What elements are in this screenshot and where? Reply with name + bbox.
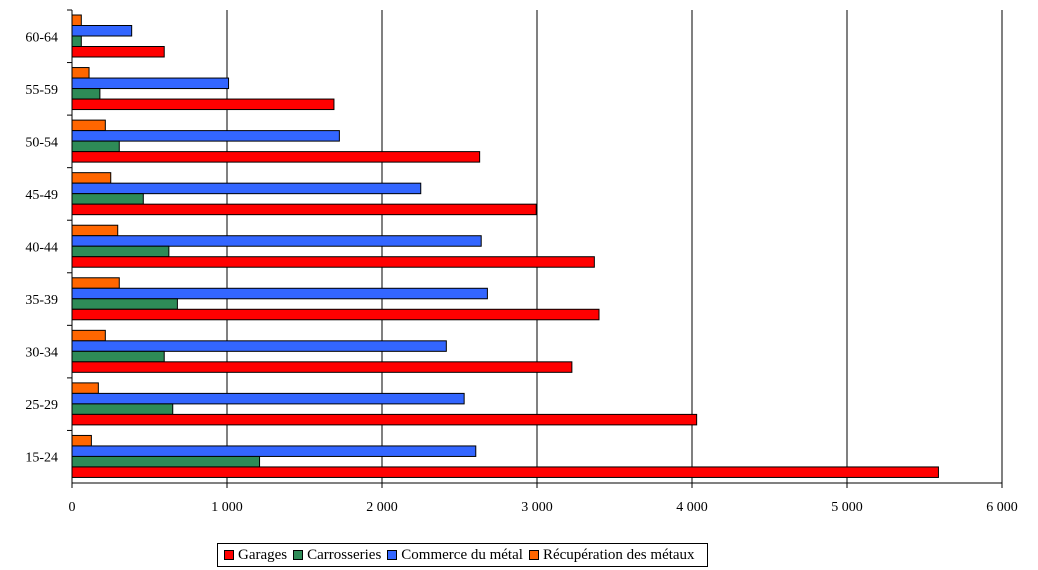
legend-item-recuperation-des-metaux: Récupération des métaux — [528, 546, 695, 564]
bar-carrosseries-35-39 — [71, 298, 178, 310]
bar-recuperation-des-metaux-35-39 — [71, 277, 120, 289]
legend-swatch-recuperation-des-metaux — [528, 550, 539, 560]
bar-garages-55-59 — [71, 98, 335, 111]
bar-recuperation-des-metaux-60-64 — [71, 14, 82, 26]
bar-garages-35-39 — [71, 308, 600, 321]
bar-carrosseries-15-24 — [71, 455, 261, 468]
bar-carrosseries-45-49 — [71, 193, 144, 205]
legend-swatch-garages — [224, 550, 234, 560]
bar-carrosseries-55-59 — [71, 88, 101, 100]
bar-garages-60-64 — [71, 46, 165, 58]
y-tick-label: 45-49 — [25, 188, 58, 203]
bar-commerce-du-metal-45-49 — [71, 182, 422, 195]
bar-commerce-du-metal-55-59 — [71, 77, 230, 90]
bar-recuperation-des-metaux-50-54 — [71, 119, 106, 132]
y-tick-label: 25-29 — [25, 398, 58, 413]
legend-swatch-commerce-du-metal — [387, 550, 398, 560]
legend-item-carrosseries: Carrosseries — [293, 547, 381, 564]
bar-garages-30-34 — [71, 361, 573, 373]
x-tick-label: 6 000 — [986, 500, 1018, 515]
bar-chart-svg: 0 1 000 2 000 3 000 4 000 5 000 6 000 15-24 25-2… — [25, 9, 1018, 515]
x-tick-label: 1 000 — [211, 500, 243, 515]
bar-commerce-du-metal-40-44 — [71, 235, 482, 247]
bar-garages-15-24 — [71, 466, 939, 478]
legend-item-garages: Garages — [224, 547, 287, 564]
legend-label-commerce-du-metal: Commerce du métal — [401, 546, 523, 563]
bar-recuperation-des-metaux-45-49 — [71, 172, 112, 184]
bar-carrosseries-25-29 — [71, 403, 174, 415]
y-tick-label: 35-39 — [25, 293, 58, 308]
bar-commerce-du-metal-15-24 — [71, 445, 477, 457]
x-tick-label: 2 000 — [366, 500, 398, 515]
bar-carrosseries-50-54 — [71, 140, 120, 153]
legend-label-recuperation-des-metaux: Récupération des métaux — [542, 546, 695, 563]
bar-commerce-du-metal-60-64 — [71, 25, 133, 37]
legend-label-garages: Garages — [238, 546, 288, 563]
legend-swatch-carrosseries — [293, 550, 304, 560]
bar-commerce-du-metal-25-29 — [71, 392, 465, 405]
y-tick-label: 30-34 — [25, 346, 58, 361]
legend-item-commerce-du-metal: Commerce du métal — [387, 547, 523, 564]
bar-carrosseries-30-34 — [71, 350, 165, 363]
bar-recuperation-des-metaux-55-59 — [71, 67, 90, 79]
bar-recuperation-des-metaux-25-29 — [71, 382, 99, 394]
y-tick-label: 60-64 — [25, 30, 58, 45]
bar-garages-50-54 — [71, 151, 481, 163]
bar-recuperation-des-metaux-30-34 — [71, 329, 106, 342]
bar-garages-25-29 — [71, 413, 698, 426]
x-tick-label: 0 — [69, 500, 76, 515]
y-tick-label: 55-59 — [25, 83, 58, 98]
bar-commerce-du-metal-50-54 — [71, 130, 340, 142]
bar-recuperation-des-metaux-15-24 — [71, 434, 92, 447]
bar-garages-40-44 — [71, 256, 595, 268]
bar-recuperation-des-metaux-40-44 — [71, 224, 119, 237]
y-tick-label: 40-44 — [25, 241, 58, 256]
bar-carrosseries-40-44 — [71, 245, 170, 258]
legend-label-carrosseries: Carrosseries — [307, 546, 382, 563]
bar-commerce-du-metal-30-34 — [71, 340, 447, 352]
y-tick-label: 15-24 — [25, 451, 58, 466]
x-tick-label: 4 000 — [676, 500, 708, 515]
y-tick-label: 50-54 — [25, 135, 58, 150]
bar-commerce-du-metal-35-39 — [71, 287, 488, 300]
bar-carrosseries-60-64 — [71, 35, 82, 47]
legend: Garages Carrosseries Commerce du métal R… — [217, 543, 708, 567]
bar-garages-45-49 — [71, 203, 537, 216]
x-tick-label: 3 000 — [521, 500, 553, 515]
x-tick-label: 5 000 — [831, 500, 863, 515]
